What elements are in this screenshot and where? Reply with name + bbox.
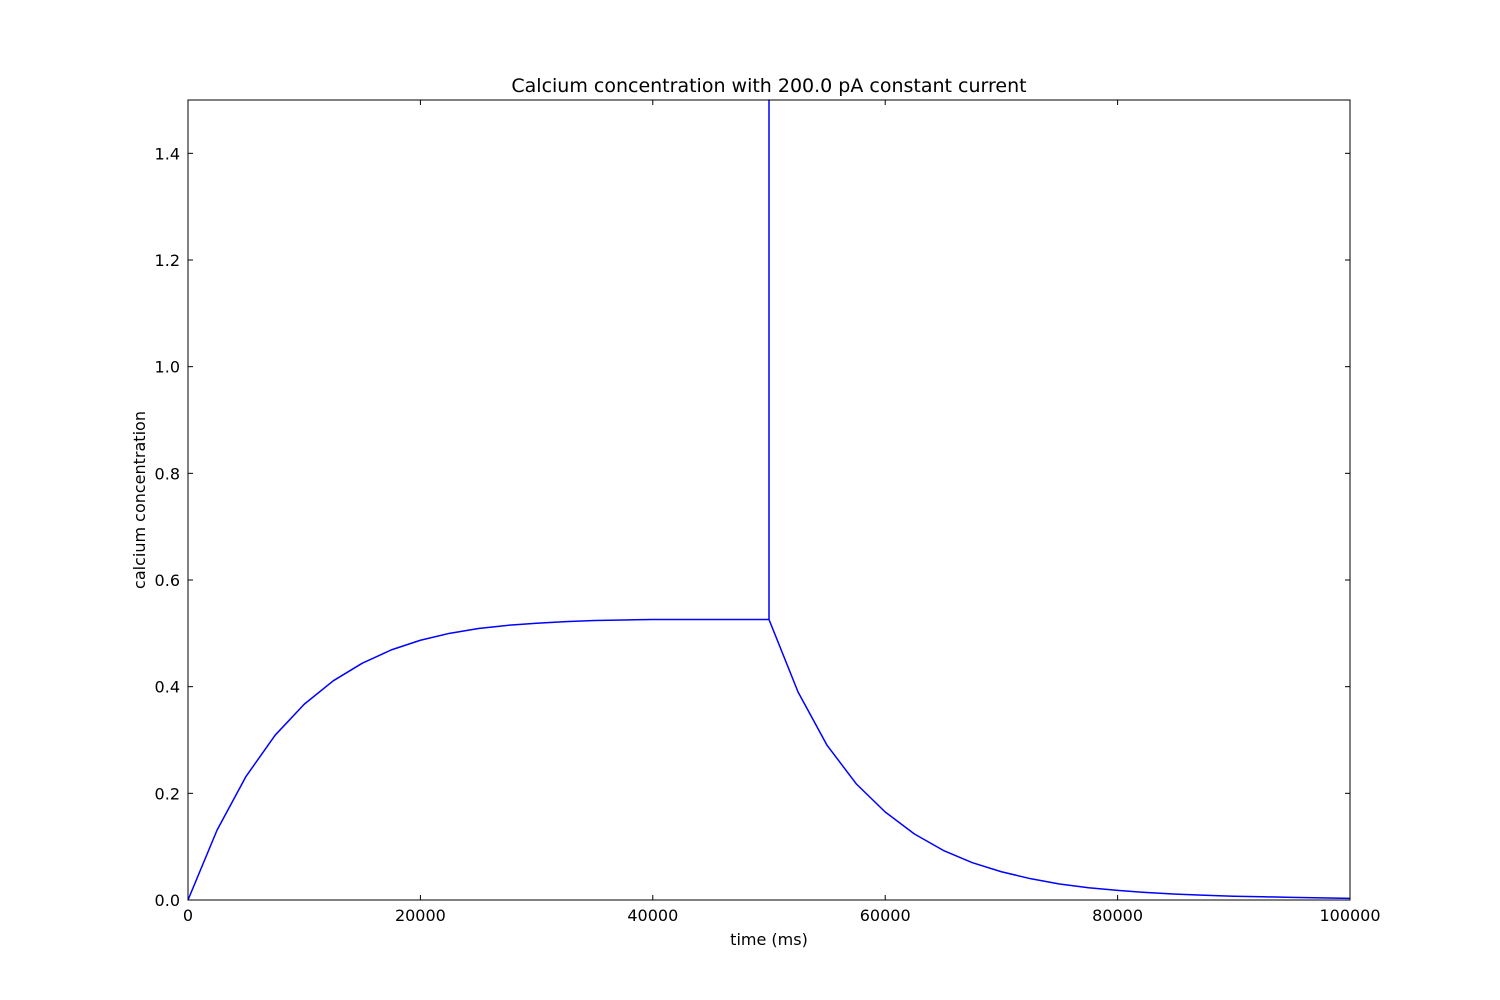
x-tick-label: 40000 [627, 906, 678, 925]
y-tick-label: 0.2 [155, 784, 180, 803]
y-tick-label: 0.0 [155, 891, 180, 910]
x-axis-label: time (ms) [730, 930, 808, 949]
y-tick-label: 1.0 [155, 358, 180, 377]
chart-title: Calcium concentration with 200.0 pA cons… [511, 75, 1026, 97]
x-tick-label: 100000 [1319, 906, 1380, 925]
y-tick-label: 1.2 [155, 251, 180, 270]
y-tick-label: 1.4 [155, 144, 180, 163]
tick-layer: 0 20000 40000 60000 80000 100000 0.0 0.2 0.4 0.6 0… [155, 100, 1381, 925]
x-tick-label: 20000 [395, 906, 446, 925]
y-tick-label: 0.8 [155, 464, 180, 483]
x-tick-label: 0 [183, 906, 193, 925]
x-tick-label: 80000 [1092, 906, 1143, 925]
y-axis-label: calcium concentration [130, 411, 149, 589]
y-tick-label: 0.4 [155, 678, 180, 697]
y-tick-label: 0.6 [155, 571, 180, 590]
plot-frame [187, 99, 1351, 901]
x-tick-label: 60000 [860, 906, 911, 925]
